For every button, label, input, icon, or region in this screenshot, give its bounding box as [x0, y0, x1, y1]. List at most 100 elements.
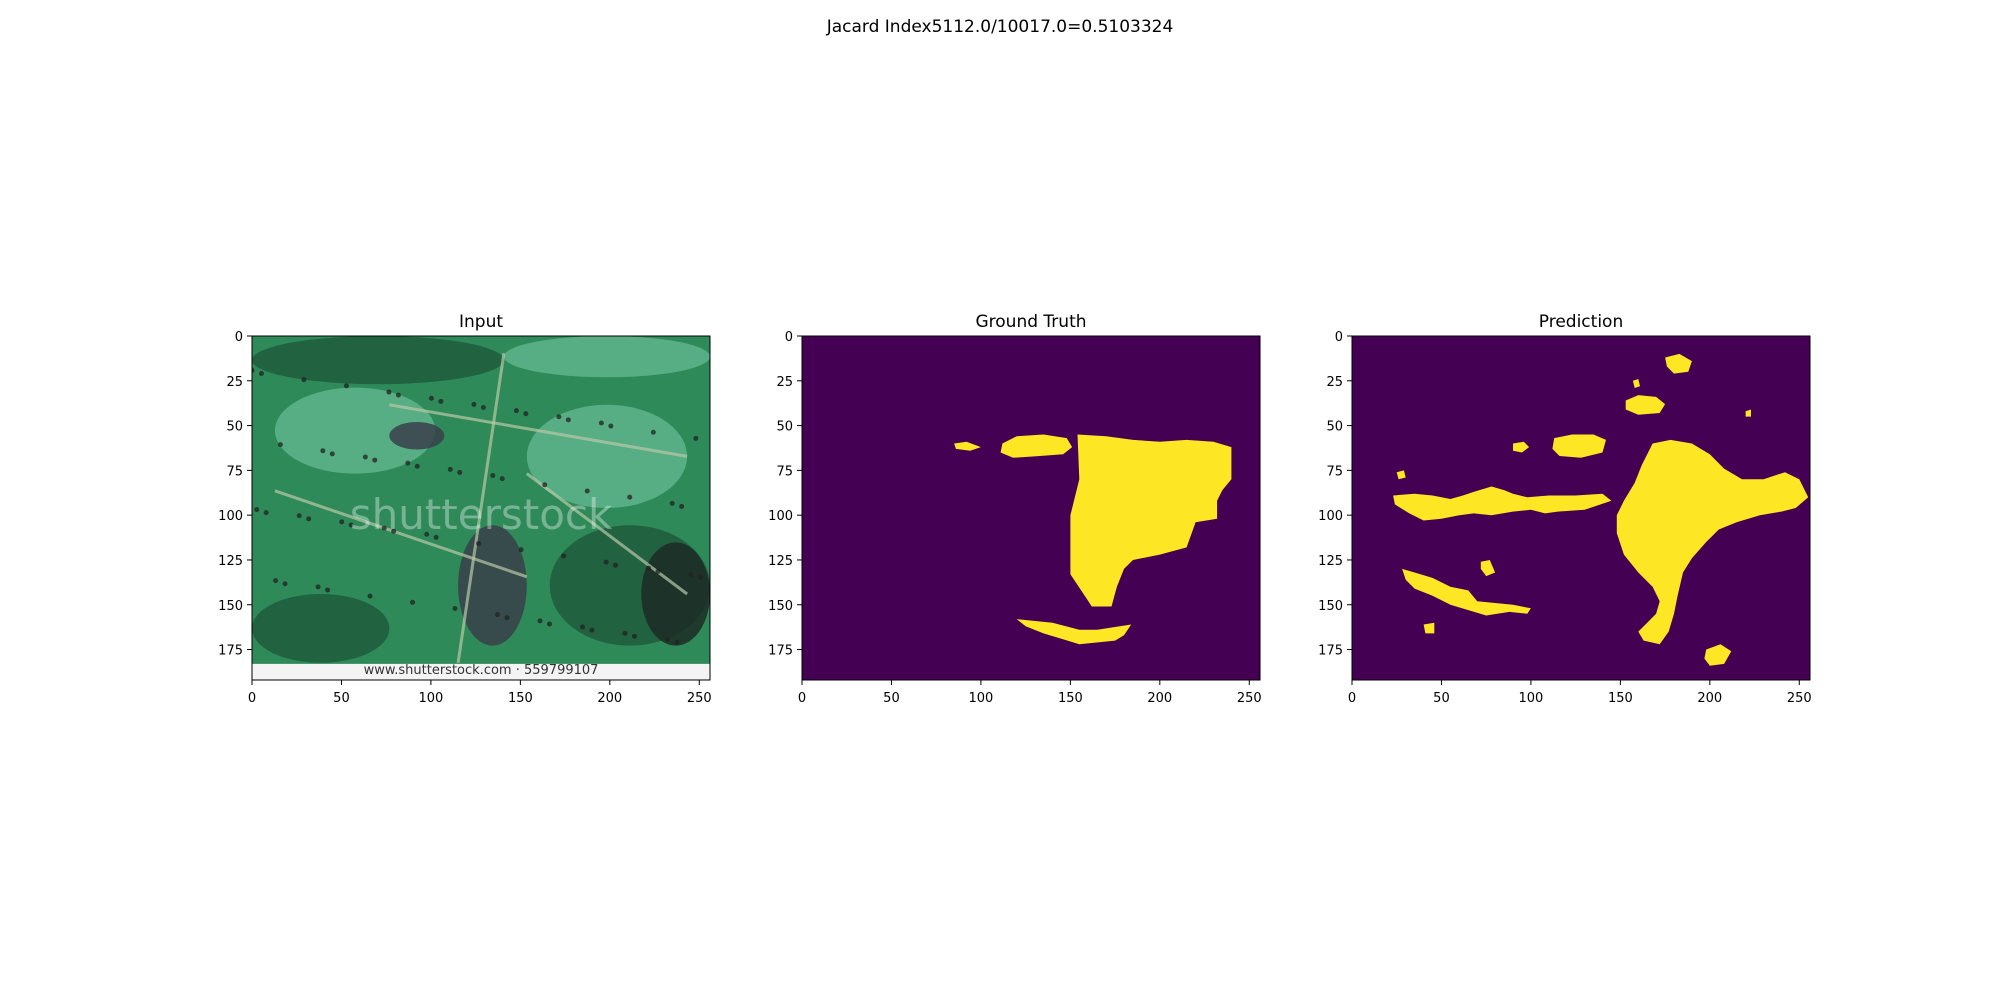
leaf-spot [518, 547, 524, 553]
leaf-spot [433, 534, 439, 540]
leaf-spot [348, 522, 354, 528]
prediction-ytick-label: 100 [1318, 509, 1343, 524]
leaf-spot [584, 488, 590, 494]
prediction-xtick-label: 0 [1348, 691, 1356, 706]
prediction-ytick-label: 150 [1318, 599, 1343, 614]
leaf-spot [329, 451, 335, 457]
leaf-spot [325, 587, 331, 593]
leaf-vein [274, 489, 528, 579]
leaf-spot [395, 392, 401, 398]
ground-truth-xtick-label: 50 [883, 691, 900, 706]
prediction-ytick-label: 25 [1326, 375, 1343, 390]
prediction-xtick-label: 150 [1608, 691, 1633, 706]
ground-truth-xtick-label: 250 [1237, 691, 1262, 706]
leaf-spot [537, 618, 543, 624]
prediction-ytick-label: 50 [1326, 420, 1343, 435]
leaf-spot [457, 469, 463, 475]
leaf-spot [589, 627, 595, 633]
leaf-spot [513, 408, 519, 414]
input-ytick-label: 0 [235, 330, 243, 345]
leaf-spot [698, 575, 704, 581]
leaf-spot [386, 389, 392, 395]
ground-truth-ytick-label: 50 [776, 420, 793, 435]
leaf-spot [646, 565, 652, 571]
ground-truth-ytick-label: 25 [776, 375, 793, 390]
leaf-spot [679, 503, 685, 509]
leaf-spot [476, 541, 482, 547]
leaf-spot [277, 442, 283, 448]
input-ytick-label: 125 [218, 554, 243, 569]
leaf-spot [603, 559, 609, 565]
leaf-spot [542, 482, 548, 488]
leaf-spot [405, 460, 411, 466]
prediction-ytick-label: 75 [1326, 464, 1343, 479]
ground-truth-image [802, 336, 1260, 680]
leaf-patch [389, 422, 445, 450]
leaf-spot [339, 519, 345, 525]
prediction-xtick-label: 50 [1433, 691, 1450, 706]
prediction-region-tiny-dot [1423, 622, 1435, 634]
leaf-spot [693, 435, 699, 441]
ground-truth-ytick-label: 175 [768, 644, 793, 659]
prediction-region-upper-oval [1625, 395, 1666, 415]
leaf-patch [503, 336, 710, 378]
leaf-patch [274, 387, 436, 474]
leaf-spot [580, 624, 586, 630]
leaf-vein [456, 352, 506, 664]
prediction-image [1352, 336, 1810, 680]
panel-input: shutterstock www.shutterstock.com · 55979… [218, 312, 712, 706]
prediction-region-small-oval [1513, 441, 1530, 453]
input-ytick-label: 100 [218, 509, 243, 524]
ground-truth-region-small-left [954, 441, 981, 451]
leaf-spot [523, 411, 529, 417]
leaf-spot [410, 599, 416, 605]
footer-strip [252, 663, 710, 680]
prediction-region-mid-oval [1552, 434, 1606, 458]
leaf-spot [452, 605, 458, 611]
prediction-ytick-label: 175 [1318, 644, 1343, 659]
ground-truth-region-lower-crescent [1016, 619, 1132, 645]
leaf-spot [315, 584, 321, 590]
leaf-spot [372, 457, 378, 463]
leaf-spot [622, 630, 628, 636]
leaf-spot [650, 429, 656, 435]
leaf-spot [301, 377, 307, 383]
leaf-spot [490, 473, 496, 479]
leaf-patch [252, 336, 504, 385]
prediction-region-bottom-blob [1704, 644, 1732, 666]
prediction-region-left-dot [1396, 470, 1406, 480]
prediction-region-upper-left-stub [1480, 560, 1496, 577]
input-xtick-label: 250 [687, 691, 712, 706]
leaf-spot [669, 500, 675, 506]
ground-truth-xtick-label: 200 [1147, 691, 1172, 706]
leaf-spot [499, 476, 505, 482]
leaf-patch [641, 542, 710, 646]
leaf-spot [367, 593, 373, 599]
leaf-spot [306, 516, 312, 522]
leaf-spot [428, 395, 434, 401]
ground-truth-region-main-mask [1070, 434, 1232, 607]
ground-truth-ytick-label: 150 [768, 599, 793, 614]
input-xtick-label: 200 [597, 691, 622, 706]
input-xtick-label: 100 [418, 691, 443, 706]
leaf-spot [561, 553, 567, 559]
prediction-region-dot-a [1632, 379, 1640, 388]
leaf-spot [438, 398, 444, 404]
prediction-region-left-lower [1402, 568, 1531, 616]
leaf-spot [424, 531, 430, 537]
leaf-spot [598, 420, 604, 426]
leaf-spot [252, 367, 255, 373]
ground-truth-title: Ground Truth [975, 312, 1086, 332]
ground-truth-region-upper-blob [1000, 434, 1073, 458]
leaf-spot [296, 513, 302, 519]
input-image: shutterstock www.shutterstock.com · 55979… [252, 336, 710, 680]
input-title: Input [459, 312, 503, 332]
panel-ground-truth: Ground Truth 0 50 100 150 200 250 0 25 50 75 100 125… [768, 312, 1262, 706]
leaf-spot [495, 612, 501, 618]
input-ytick-label: 25 [226, 375, 243, 390]
leaf-spot [613, 562, 619, 568]
leaf-spot [381, 525, 387, 531]
leaf-spot [674, 640, 680, 646]
input-ytick-label: 75 [226, 464, 243, 479]
leaf-spot [273, 578, 279, 584]
